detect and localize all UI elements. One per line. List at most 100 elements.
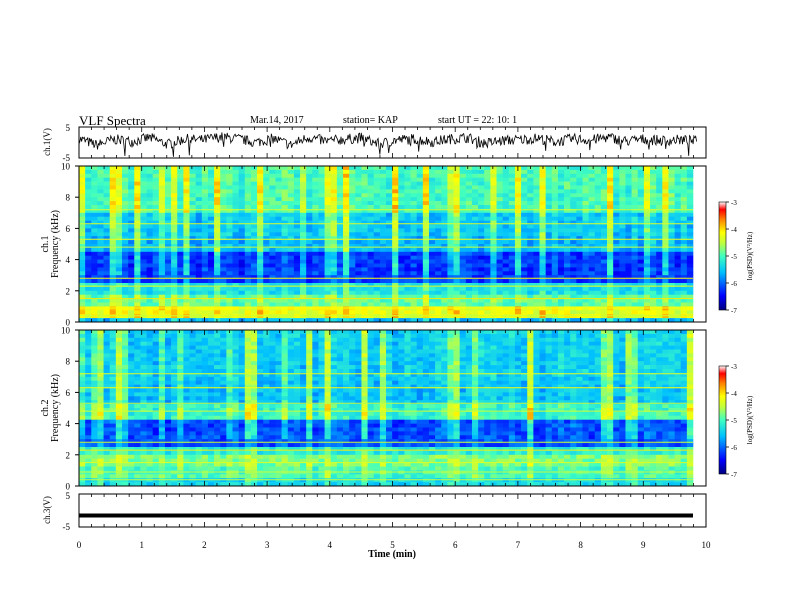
spectrogram-cell bbox=[336, 208, 344, 214]
spectrogram-cell bbox=[435, 208, 442, 214]
spectrogram-cell bbox=[551, 318, 559, 323]
spectrogram-cell bbox=[521, 185, 528, 190]
spectrogram-cell bbox=[97, 208, 104, 214]
spectrogram-cell bbox=[330, 271, 338, 276]
spectrogram-cell bbox=[269, 318, 276, 323]
spectrogram-cell bbox=[416, 169, 424, 175]
spectrogram-cell bbox=[643, 177, 651, 182]
spectrogram-cell bbox=[379, 240, 387, 245]
spectrogram-cell bbox=[478, 220, 485, 225]
spectrogram-cell bbox=[514, 310, 522, 315]
spectrogram-cell bbox=[214, 244, 221, 249]
spectrogram-cell bbox=[85, 177, 92, 182]
spectrogram-cell bbox=[496, 236, 503, 241]
spectrogram-cell bbox=[656, 166, 663, 171]
spectrogram-cell bbox=[551, 228, 559, 233]
spectrogram-cell bbox=[115, 193, 123, 198]
spectrogram-cell bbox=[607, 283, 614, 288]
spectrogram-cell bbox=[355, 345, 362, 350]
spectrogram-cell bbox=[539, 251, 546, 256]
spectrogram-cell bbox=[85, 263, 92, 268]
spectrogram-cell bbox=[435, 275, 442, 280]
spectrogram-cell bbox=[600, 283, 608, 288]
spectrogram-cell bbox=[656, 298, 663, 303]
spectrogram-cell bbox=[613, 283, 620, 288]
spectrogram-cell bbox=[570, 173, 577, 178]
spectrogram-cell bbox=[189, 205, 196, 210]
spectrogram-cell bbox=[171, 330, 178, 335]
spectrogram-cell bbox=[263, 177, 270, 182]
spectrogram-cell bbox=[330, 232, 338, 237]
spectrogram-cell bbox=[478, 275, 485, 280]
spectrogram-cell bbox=[478, 263, 485, 268]
spectrogram-cell bbox=[250, 286, 258, 292]
spectrogram-cell bbox=[410, 337, 417, 342]
spectrogram-cell bbox=[613, 212, 620, 217]
spectrogram-cell bbox=[410, 240, 417, 245]
spectrogram-cell bbox=[171, 294, 178, 299]
spectrogram-cell bbox=[410, 271, 417, 276]
spectrogram-cell bbox=[115, 177, 123, 182]
spectrogram-cell bbox=[508, 279, 516, 284]
spectrogram-cell bbox=[312, 298, 319, 303]
spectrogram-cell bbox=[220, 228, 227, 233]
spectrogram-cell bbox=[613, 286, 620, 292]
spectrogram-cell bbox=[594, 205, 602, 210]
spectrogram-cell bbox=[625, 259, 632, 264]
spectrogram-cell bbox=[312, 357, 319, 362]
spectrogram-cell bbox=[367, 345, 375, 350]
spectrogram-cell bbox=[502, 166, 510, 171]
spectrogram-cell bbox=[386, 341, 393, 346]
spectrogram-cell bbox=[232, 247, 239, 253]
spectrogram-cell bbox=[146, 220, 153, 225]
spectrogram-cell bbox=[471, 177, 479, 182]
spectrogram-cell bbox=[441, 271, 448, 276]
spectrogram-cell bbox=[201, 208, 209, 214]
spectrogram-cell bbox=[269, 240, 276, 245]
spectrogram-cell bbox=[226, 275, 233, 280]
spectrogram-cell bbox=[336, 236, 344, 241]
spectrogram-cell bbox=[471, 314, 479, 319]
spectrogram-cell bbox=[453, 263, 460, 268]
spectrogram-cell bbox=[557, 208, 565, 214]
spectrogram-cell bbox=[312, 189, 319, 194]
spectrogram-cell bbox=[275, 267, 282, 272]
spectrogram-cell bbox=[674, 283, 682, 288]
spectrogram-cell bbox=[343, 240, 350, 245]
spectrogram-cell bbox=[607, 310, 614, 315]
spectrogram-cell bbox=[453, 279, 460, 284]
spectrogram-cell bbox=[318, 298, 325, 303]
spectrogram-cell bbox=[343, 290, 350, 295]
spectrogram-cell bbox=[361, 279, 368, 284]
spectrogram-cell bbox=[361, 330, 368, 335]
spectrogram-cell bbox=[496, 201, 503, 206]
spectrogram-cell bbox=[263, 228, 270, 233]
spectrogram-cell bbox=[613, 224, 620, 229]
spectrogram-cell bbox=[355, 275, 362, 280]
spectrogram-cell bbox=[582, 275, 589, 280]
spectrogram-cell bbox=[355, 357, 362, 362]
spectrogram-cell bbox=[226, 283, 233, 288]
spectrogram-cell bbox=[416, 220, 424, 225]
spectrogram-cell bbox=[115, 279, 123, 284]
spectrogram-cell bbox=[195, 189, 203, 194]
spectrogram-cell bbox=[140, 314, 147, 319]
spectrogram-cell bbox=[79, 271, 86, 276]
spectrogram-cell bbox=[674, 345, 682, 350]
spectrogram-cell bbox=[232, 189, 239, 194]
spectrogram-cell bbox=[336, 267, 344, 272]
spectrogram-cell bbox=[416, 205, 424, 210]
spectrogram-cell bbox=[674, 228, 682, 233]
spectrogram-cell bbox=[177, 263, 184, 268]
spectrogram-cell bbox=[619, 205, 626, 210]
spectrogram-cell bbox=[275, 169, 282, 175]
spectrogram-cell bbox=[349, 286, 356, 292]
spectrogram-cell bbox=[79, 205, 86, 210]
spectrogram-cell bbox=[416, 197, 424, 202]
spectrogram-cell bbox=[214, 294, 221, 299]
spectrogram-cell bbox=[109, 232, 117, 237]
spectrogram-cell bbox=[109, 212, 117, 217]
spectrogram-cell bbox=[416, 212, 424, 217]
spectrogram-cell bbox=[361, 220, 368, 225]
spectrogram-cell bbox=[686, 357, 694, 362]
